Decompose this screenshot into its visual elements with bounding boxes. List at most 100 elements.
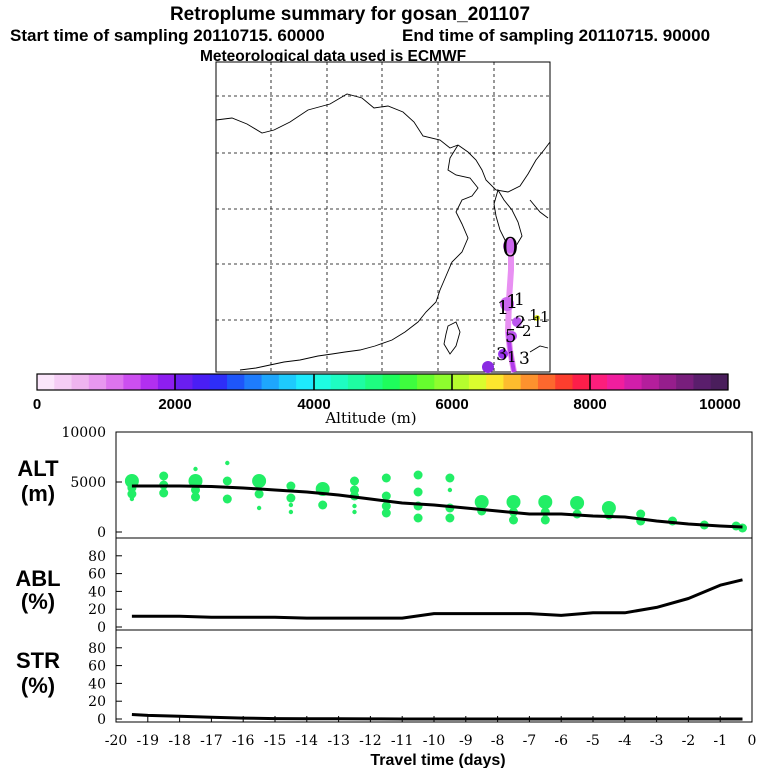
trajectory-cluster (498, 349, 508, 359)
colorbar-swatch (382, 374, 401, 390)
str-panel-label: STR (16, 648, 60, 673)
y-tick-label: 10000 (61, 425, 106, 441)
day-label: 0 (502, 233, 519, 263)
y-tick-label: 80 (88, 549, 106, 565)
colorbar-tick-label: 10000 (699, 396, 741, 413)
x-tick-label: -12 (359, 733, 382, 749)
alt-cluster-point (318, 500, 328, 510)
alt-cluster-point (159, 488, 169, 498)
abl-panel-label: ABL (15, 566, 60, 591)
alt-cluster-point (188, 474, 203, 488)
y-tick-label: 40 (88, 584, 106, 600)
colorbar-swatch (54, 374, 73, 390)
trajectory-cluster (507, 331, 517, 341)
alt-cluster-point (509, 515, 518, 525)
alt-cluster-point (286, 493, 296, 503)
y-tick-label: 20 (88, 602, 106, 618)
map-frame (215, 61, 551, 373)
colorbar-swatch (347, 374, 366, 390)
y-tick-label: 40 (88, 676, 106, 692)
alt-cluster-point (447, 487, 453, 493)
colorbar-frame (36, 373, 729, 391)
colorbar-swatch (71, 374, 90, 390)
colorbar-tick-label: 2000 (158, 396, 191, 413)
x-tick-label: -11 (391, 733, 414, 749)
colorbar-swatch (468, 374, 487, 390)
colorbar-swatch (365, 374, 384, 390)
abl-line (131, 578, 743, 620)
colorbar-swatch (140, 374, 159, 390)
end-time-label: End time of sampling 20110715. 90000 (402, 26, 710, 45)
alt-y-axis: 10000 5000 0 (61, 425, 122, 541)
x-axis: -20 -19 -18 -17 -16 -15 -14 -13 -12 -11 -10 -9 -8 -7-… (105, 716, 756, 749)
colorbar-swatch (624, 374, 643, 390)
day-label: 1 (497, 297, 509, 319)
colorbar-swatch (607, 374, 625, 390)
x-tick-label: -3 (650, 733, 664, 749)
alt-cluster-point (352, 509, 357, 515)
trajectory-cluster (500, 297, 514, 311)
map-panel: 0 1 1 1 1 1 1 2 2 5 3 1 3 (215, 61, 551, 373)
colorbar-swatch (572, 374, 591, 390)
x-tick-label: -18 (168, 733, 191, 749)
colorbar-swatch (399, 374, 418, 390)
x-tick-label: -13 (327, 733, 350, 749)
colorbar-swatch (296, 374, 315, 390)
colorbar-swatch (417, 374, 435, 390)
alt-cluster-point (413, 513, 423, 523)
alt-cluster-point (225, 460, 230, 466)
colorbar-swatch (157, 374, 176, 390)
str-line (131, 713, 743, 721)
y-tick-label: 60 (88, 567, 106, 583)
day-label: 5 (505, 326, 516, 347)
colorbar-swatch (106, 374, 124, 390)
colorbar-tick-label: 0 (33, 396, 41, 413)
y-tick-label: 5000 (70, 475, 106, 491)
alt-cluster-point (445, 513, 455, 523)
day-label: 1 (514, 290, 525, 310)
alt-cluster-point (540, 515, 550, 525)
y-tick-label: 20 (88, 694, 106, 710)
colorbar-label: Altitude (m) (324, 409, 416, 427)
alt-cluster-point (159, 471, 169, 481)
colorbar-swatch (330, 374, 349, 390)
alt-cluster-point (256, 505, 262, 511)
map-day-labels: 0 1 1 1 1 1 1 2 2 5 3 1 3 (496, 233, 550, 369)
x-tick-label: -4 (618, 733, 632, 749)
start-time-label: Start time of sampling 20110715. 60000 (10, 26, 325, 45)
alt-panel-label: ALT (17, 456, 59, 481)
colorbar-ticks (174, 374, 591, 390)
colorbar-swatch (37, 374, 55, 390)
colorbar-tick-label: 4000 (297, 396, 330, 413)
alt-cluster-point (381, 501, 391, 511)
trajectory-cluster (482, 361, 494, 373)
alt-line (131, 484, 743, 529)
x-tick-label: -19 (137, 733, 160, 749)
colorbar-swatch (313, 374, 332, 390)
alt-cluster-point (636, 509, 646, 519)
x-tick-label: -1 (713, 733, 727, 749)
alt-cluster-point (474, 495, 489, 509)
colorbar-swatch (227, 374, 245, 390)
colorbar-swatch (658, 374, 677, 390)
alt-cluster-point (381, 491, 391, 501)
colorbar-swatch (123, 374, 142, 390)
alt-cluster-point (350, 476, 359, 486)
trajectory-cluster (512, 317, 522, 327)
alt-cluster-point (222, 476, 232, 486)
map-gridlines (216, 62, 550, 372)
colorbar-swatch (537, 374, 556, 390)
x-tick-label: -5 (586, 733, 600, 749)
alt-cluster-point (445, 473, 455, 483)
colorbar-swatch (641, 374, 660, 390)
colorbar-swatch (209, 374, 228, 390)
x-tick-label: -6 (554, 733, 568, 749)
alt-cluster-point (381, 473, 391, 483)
x-tick-label: -10 (423, 733, 446, 749)
colorbar-swatch (710, 374, 729, 390)
colorbar-swatch (589, 374, 608, 390)
